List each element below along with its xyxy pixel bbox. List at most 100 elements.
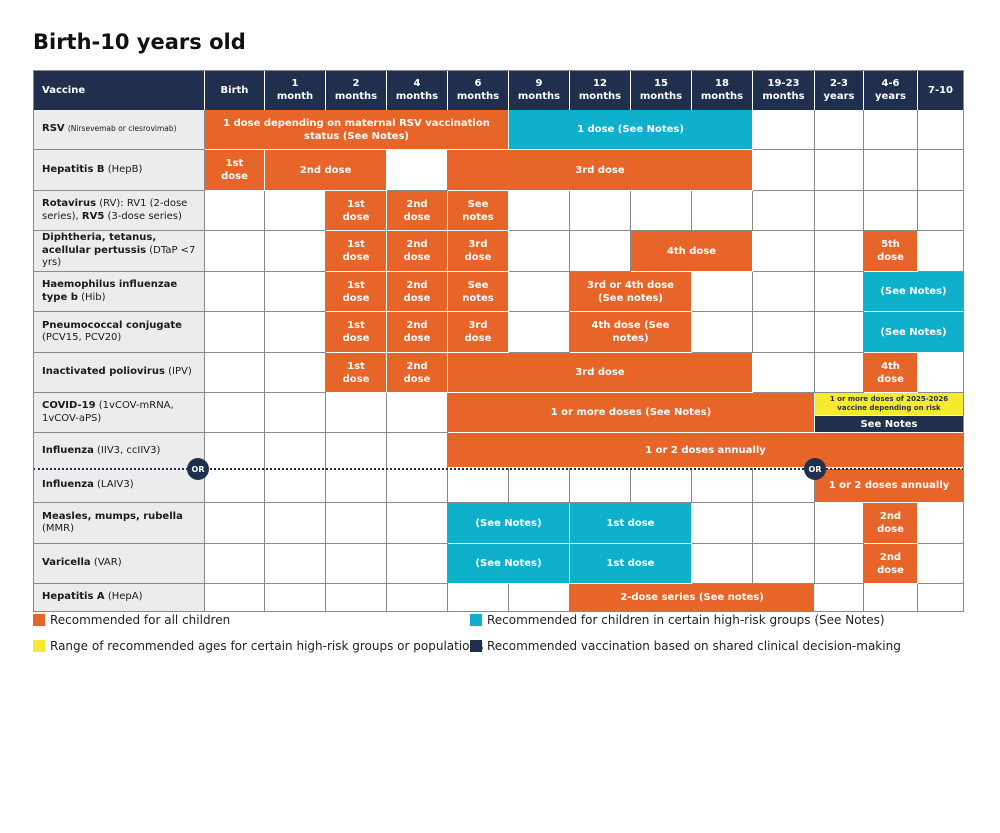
dose-bar: (See Notes)	[448, 503, 570, 544]
schedule-cell	[326, 544, 387, 584]
schedule-cell	[387, 503, 448, 544]
dose-bar: 1st dose	[205, 150, 265, 191]
vaccine-name-cell: Rotavirus (RV): RV1 (2-dose series), RV5…	[33, 191, 205, 231]
legend-swatch	[33, 614, 45, 626]
vaccine-name-text: Measles, mumps, rubella (MMR)	[42, 511, 198, 536]
vaccine-name-secondary: RV5	[81, 210, 105, 222]
vaccine-name-text: Rotavirus (RV): RV1 (2-dose series), RV5…	[42, 198, 198, 223]
vaccine-name-text: Hepatitis B (HepB)	[42, 164, 142, 177]
legend-item: Recommended for all children	[33, 613, 230, 627]
vaccine-name: Hepatitis A	[42, 591, 105, 603]
schedule-cell	[205, 231, 265, 272]
schedule-cell	[265, 231, 326, 272]
vaccine-name-cell: COVID-19 (1vCOV-mRNA, 1vCOV-aPS)	[33, 393, 205, 433]
schedule-cell	[387, 433, 448, 469]
header-cell-age: 19-23 months	[753, 70, 815, 110]
schedule-cell	[918, 231, 964, 272]
dose-bar: 1st dose	[326, 312, 387, 353]
schedule-cell	[205, 272, 265, 312]
schedule-cell	[631, 469, 692, 503]
schedule-cell	[387, 150, 448, 191]
dose-bar: 1 dose (See Notes)	[509, 110, 753, 150]
vaccine-detail: (IPV)	[168, 366, 192, 378]
vaccine-name: Diphtheria, tetanus, acellular pertussis	[42, 232, 157, 256]
vaccine-detail: (DTaP <7 yrs)	[42, 244, 196, 269]
schedule-cell	[815, 272, 864, 312]
dose-bar: 2nd dose	[387, 191, 448, 231]
immunization-schedule-table: Vaccine Birth 1 month 2 months 4 months 6 mon…	[33, 70, 966, 612]
schedule-cell	[265, 353, 326, 393]
vaccine-name-text: Pneumococcal conjugate (PCV15, PCV20)	[42, 320, 198, 345]
schedule-cell	[864, 110, 918, 150]
vaccine-detail: (PCV15, PCV20)	[42, 332, 122, 343]
dose-bar: 3rd dose	[448, 150, 753, 191]
schedule-cell	[692, 312, 753, 353]
header-cell-age: 6 months	[448, 70, 509, 110]
dose-bar: 1 or 2 doses annually	[448, 433, 964, 468]
vaccine-name: Varicella	[42, 557, 91, 569]
legend-label: Recommended vaccination based on shared …	[487, 639, 901, 653]
dose-bar: 4th dose	[631, 231, 753, 272]
or-badge: OR	[804, 458, 826, 480]
schedule-cell	[265, 191, 326, 231]
dose-bar: 1 or more doses of 2025-2026 vaccine dep…	[815, 393, 964, 416]
vaccine-name-text: COVID-19 (1vCOV-mRNA, 1vCOV-aPS)	[42, 400, 198, 425]
schedule-cell	[753, 110, 815, 150]
header-cell-age: Birth	[205, 70, 265, 110]
schedule-cell	[570, 469, 631, 503]
dose-bar: 1st dose	[326, 191, 387, 231]
vaccine-name: Haemophilus influenzae type b	[42, 279, 178, 303]
schedule-cell	[205, 393, 265, 433]
vaccine-name-text: Influenza (IIV3, ccIIV3)	[42, 445, 160, 458]
vaccine-detail: (RV): RV1 (2-dose series),	[42, 198, 188, 222]
vaccine-detail: (HepA)	[107, 591, 143, 603]
schedule-cell	[753, 469, 815, 503]
vaccine-name-text: RSV (Nirsevemab or clesrovimab)	[42, 123, 177, 136]
vaccine-name: Rotavirus	[42, 198, 97, 209]
schedule-cell	[509, 231, 570, 272]
vaccine-name-cell: Hepatitis B (HepB)	[33, 150, 205, 191]
vaccine-name-text: Diphtheria, tetanus, acellular pertussis…	[42, 232, 198, 270]
vaccine-name-cell: RSV (Nirsevemab or clesrovimab)	[33, 110, 205, 150]
header-cell-age: 4 months	[387, 70, 448, 110]
schedule-cell	[326, 503, 387, 544]
schedule-cell	[326, 469, 387, 503]
schedule-cell	[918, 191, 964, 231]
schedule-cell	[265, 469, 326, 503]
schedule-cell	[815, 312, 864, 353]
vaccine-name-text: Haemophilus influenzae type b (Hib)	[42, 279, 198, 304]
dose-bar: See Notes	[815, 416, 964, 433]
vaccine-name: RSV	[42, 123, 65, 135]
dose-bar: 1 dose depending on maternal RSV vaccina…	[205, 110, 509, 150]
dose-bar: 1st dose	[326, 231, 387, 272]
dose-bar: 3rd dose	[448, 312, 509, 353]
schedule-cell	[509, 469, 570, 503]
vaccine-detail-secondary: (3-dose series)	[104, 210, 182, 222]
schedule-cell	[509, 191, 570, 231]
schedule-cell	[509, 584, 570, 612]
schedule-cell	[205, 191, 265, 231]
schedule-cell	[692, 191, 753, 231]
dose-bar: (See Notes)	[448, 544, 570, 584]
schedule-cell	[265, 544, 326, 584]
dose-bar: 2nd dose	[387, 272, 448, 312]
legend-swatch	[33, 640, 45, 652]
schedule-cell	[509, 272, 570, 312]
vaccine-name-cell: Influenza (LAIV3)	[33, 469, 205, 503]
schedule-cell	[753, 191, 815, 231]
schedule-cell	[570, 231, 631, 272]
schedule-cell	[918, 353, 964, 393]
dose-bar: 3rd dose	[448, 231, 509, 272]
vaccine-name: Inactivated poliovirus	[42, 366, 165, 378]
schedule-cell	[753, 150, 815, 191]
or-divider-line	[33, 468, 964, 470]
header-cell-age: 7-10	[918, 70, 964, 110]
dose-bar: 3rd dose	[448, 353, 753, 393]
dose-bar: 2nd dose	[265, 150, 387, 191]
dose-bar: 2nd dose	[387, 353, 448, 393]
dose-bar: 1st dose	[326, 353, 387, 393]
vaccine-name-text: Varicella (VAR)	[42, 557, 122, 570]
header-cell-age: 2-3 years	[815, 70, 864, 110]
vaccine-name-cell: Varicella (VAR)	[33, 544, 205, 584]
dose-bar: 1st dose	[570, 544, 692, 584]
